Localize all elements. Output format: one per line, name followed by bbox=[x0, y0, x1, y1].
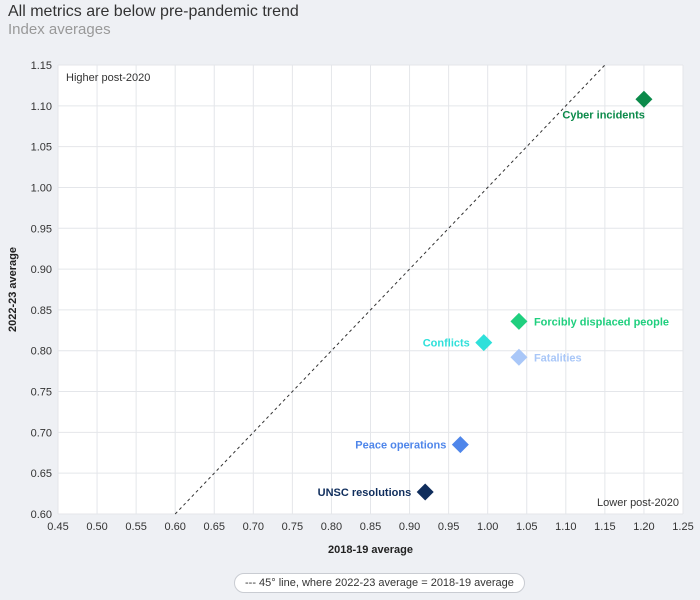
reference-line-legend: --- 45° line, where 2022-23 average = 20… bbox=[234, 573, 525, 593]
data-point-label: Peace operations bbox=[355, 440, 446, 452]
y-tick-label: 0.75 bbox=[31, 387, 52, 399]
x-tick-label: 0.50 bbox=[86, 521, 107, 533]
data-point-label: Cyber incidents bbox=[562, 109, 645, 121]
data-point-label: UNSC resolutions bbox=[318, 487, 412, 499]
y-tick-label: 0.85 bbox=[31, 305, 52, 317]
x-tick-label: 0.90 bbox=[399, 521, 420, 533]
y-tick-label: 0.90 bbox=[31, 264, 52, 276]
data-point-label: Forcibly displaced people bbox=[534, 316, 669, 328]
data-point-marker bbox=[635, 90, 653, 108]
x-tick-label: 1.25 bbox=[672, 521, 693, 533]
x-tick-label: 0.85 bbox=[360, 521, 381, 533]
x-tick-label: 1.10 bbox=[555, 521, 576, 533]
data-point-marker bbox=[416, 483, 434, 501]
y-tick-label: 0.70 bbox=[31, 427, 52, 439]
y-tick-label: 1.05 bbox=[31, 142, 52, 154]
chart-subtitle: Index averages bbox=[8, 21, 111, 38]
y-tick-label: 0.60 bbox=[31, 509, 52, 521]
x-tick-label: 0.60 bbox=[164, 521, 185, 533]
x-tick-label: 0.45 bbox=[47, 521, 68, 533]
x-tick-label: 0.70 bbox=[243, 521, 264, 533]
y-tick-label: 1.15 bbox=[31, 60, 52, 72]
x-axis-label: 2018-19 average bbox=[328, 544, 413, 556]
chart-title: All metrics are below pre-pandemic trend bbox=[8, 3, 299, 20]
x-tick-label: 1.00 bbox=[477, 521, 498, 533]
x-tick-label: 0.65 bbox=[204, 521, 225, 533]
y-tick-label: 0.80 bbox=[31, 346, 52, 358]
y-tick-label: 1.10 bbox=[31, 101, 52, 113]
data-point-label: Conflicts bbox=[423, 338, 470, 350]
x-tick-label: 1.20 bbox=[633, 521, 654, 533]
x-tick-label: 0.80 bbox=[321, 521, 342, 533]
reference-45-degree-line bbox=[174, 64, 606, 515]
x-tick-label: 1.05 bbox=[516, 521, 537, 533]
annotation-lower-post-2020: Lower post-2020 bbox=[597, 497, 679, 509]
x-tick-label: 0.75 bbox=[282, 521, 303, 533]
data-point-label: Fatalities bbox=[534, 352, 582, 364]
x-tick-label: 0.95 bbox=[438, 521, 459, 533]
y-axis-label: 2022-23 average bbox=[7, 247, 19, 332]
x-tick-label: 1.15 bbox=[594, 521, 615, 533]
data-point-marker bbox=[510, 348, 528, 366]
data-point-marker bbox=[510, 312, 528, 330]
data-point-marker bbox=[475, 334, 493, 352]
y-tick-label: 1.00 bbox=[31, 182, 52, 194]
y-tick-label: 0.65 bbox=[31, 468, 52, 480]
data-point-marker bbox=[451, 436, 469, 454]
x-tick-label: 0.55 bbox=[125, 521, 146, 533]
annotation-higher-post-2020: Higher post-2020 bbox=[66, 72, 150, 84]
y-tick-label: 0.95 bbox=[31, 223, 52, 235]
